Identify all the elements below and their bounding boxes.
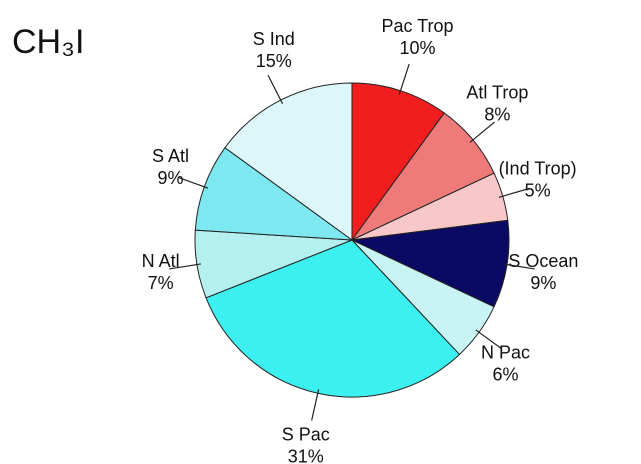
leader-line: [469, 121, 495, 143]
leader-line: [311, 389, 320, 421]
slice-value-label: 15%: [256, 51, 292, 71]
chart-title: CH₃I: [12, 23, 84, 61]
slice-label: N Atl: [142, 251, 180, 271]
slice-value-label: 7%: [148, 273, 174, 293]
leader-line: [267, 74, 284, 104]
slice-label: Pac Trop: [381, 16, 453, 36]
leader-line: [503, 263, 535, 270]
slice-value-label: 31%: [288, 447, 324, 464]
leader-line: [498, 187, 530, 198]
slice-value-label: 5%: [525, 181, 551, 201]
leader-line: [169, 263, 201, 270]
slice-label: S Pac: [282, 425, 330, 445]
slice-label: N Pac: [481, 342, 530, 362]
slice-label: (Ind Trop): [499, 159, 577, 179]
leader-line: [177, 176, 209, 189]
slice-value-label: 10%: [399, 38, 435, 58]
slice-value-label: 9%: [530, 273, 556, 293]
slice-label: S Atl: [152, 146, 189, 166]
leader-line: [475, 329, 503, 350]
slice-value-label: 8%: [484, 105, 510, 125]
slice-value-label: 6%: [493, 364, 519, 384]
slice-label: S Ind: [253, 29, 295, 49]
slice-label: S Ocean: [508, 251, 578, 271]
slice-value-label: 9%: [158, 168, 184, 188]
slice-label: Atl Trop: [466, 83, 528, 103]
leader-line: [398, 63, 410, 95]
